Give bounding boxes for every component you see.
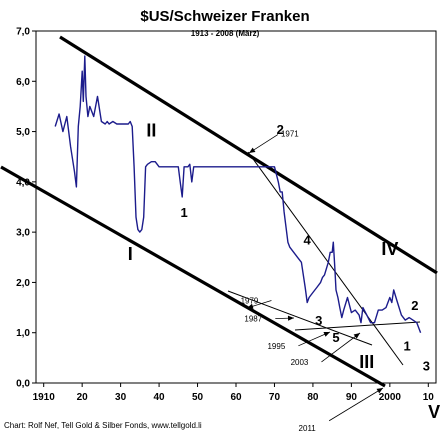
wave-roman-label: V [428,402,440,422]
series-line [54,55,422,333]
x-axis: 1910 20 30 40 50 60 70 80 90 2000 10 [33,383,435,403]
chart-title: $US/Schweizer Franken [140,8,309,25]
x-tick-label: 70 [269,392,281,403]
year-note-label: 2003 [291,358,309,367]
annotation-arrowhead [247,303,254,309]
trend-line [0,165,386,388]
annotation-arrowhead [376,388,383,394]
trend-line [59,35,438,275]
wave-number-label: 4 [304,233,312,248]
x-tick-label: 1910 [33,392,56,403]
y-tick-label: 1,0 [16,328,30,339]
annotation-arrowhead [323,332,330,337]
wave-number-label: 3 [423,358,430,373]
annotation-arrowhead [287,315,294,321]
wave-roman-label: I [128,244,133,264]
y-tick-label: 6,0 [16,77,30,88]
annotations: IIIIIIIVV1234512319711979198719952003201… [128,121,440,433]
y-tick-label: 4,0 [16,177,30,188]
annotation-arrow [328,387,384,422]
wave-number-label: 1 [180,205,187,220]
x-tick-label: 30 [115,392,127,403]
series-layer [54,55,422,333]
x-tick-label: 2000 [379,392,402,403]
year-note-label: 1971 [281,130,299,139]
wave-roman-label: IV [381,239,398,259]
wave-number-label: 1 [404,338,411,353]
y-tick-label: 2,0 [16,278,30,289]
trend-line [294,321,421,331]
x-tick-label: 60 [230,392,242,403]
y-tick-label: 3,0 [16,228,30,239]
trend-line [227,290,373,346]
annotation-arrow [321,332,361,363]
trend-line [247,151,404,366]
annotation-arrowhead [353,333,360,339]
x-tick-label: 80 [307,392,319,403]
annotation-arrowhead [249,147,256,153]
chart-subtitle: 1913 - 2008 (März) [191,29,260,38]
x-tick-label: 10 [423,392,435,403]
wave-roman-label: II [146,121,156,141]
year-note-label: 1979 [241,297,259,306]
year-note-label: 1987 [244,315,262,324]
wave-number-label: 5 [332,330,339,345]
x-tick-label: 50 [192,392,204,403]
y-axis: 0,0 1,0 2,0 3,0 4,0 5,0 6,0 7,0 [16,27,36,390]
x-tick-label: 40 [154,392,166,403]
year-note-label: 1995 [267,342,285,351]
wave-number-label: 2 [411,298,418,313]
wave-number-label: 3 [315,313,322,328]
wave-number-label: 2 [277,122,284,137]
chart-credit: Chart: Rolf Nef, Tell Gold & Silber Fond… [4,421,202,430]
y-tick-label: 0,0 [16,379,30,390]
wave-roman-label: III [359,352,374,372]
x-tick-label: 20 [77,392,89,403]
y-tick-label: 7,0 [16,27,30,38]
y-tick-label: 5,0 [16,127,30,138]
x-tick-label: 90 [346,392,358,403]
plot-frame [35,30,437,384]
year-note-label: 2011 [299,424,317,433]
trend-lines [0,35,438,388]
